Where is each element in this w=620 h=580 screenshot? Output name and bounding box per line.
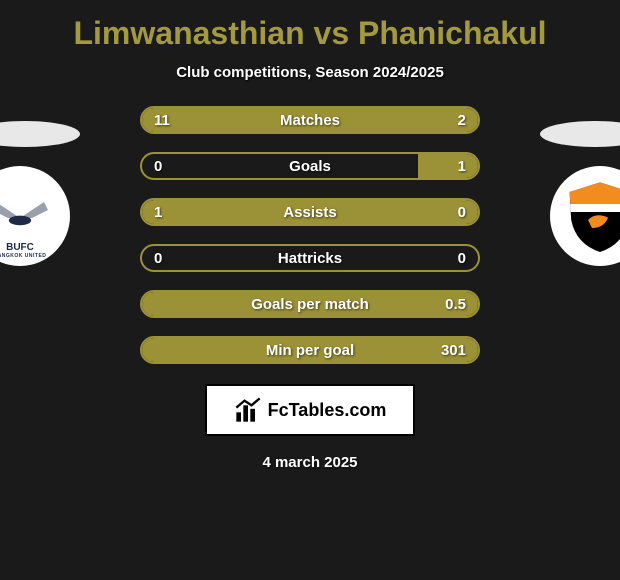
bar-fill-right [426,108,478,132]
stat-right-value: 0 [458,204,466,221]
halo-decoration [540,121,620,147]
stat-bar: 0 Goals 1 [140,152,480,180]
stat-right-value: 0.5 [445,296,466,313]
stat-label: Min per goal [266,342,354,359]
stat-label: Hattricks [278,250,342,267]
right-club-badge [550,166,620,266]
bar-fill-right [418,154,478,178]
stat-right-value: 0 [458,250,466,267]
infographic-container: Limwanasthian vs Phanichakul Club compet… [0,0,620,481]
stat-bar: Min per goal 301 [140,336,480,364]
stat-bar: 0 Hattricks 0 [140,244,480,272]
site-logo: FcTables.com [205,384,415,436]
stat-left-value: 1 [154,204,162,221]
badge-subtext: BANGKOK UNITED [0,253,46,259]
stat-right-value: 2 [458,112,466,129]
shield-icon [560,176,620,256]
halo-decoration [0,121,80,147]
stat-label: Goals per match [251,296,369,313]
badge-text: BUFC [6,242,34,253]
left-club-badge: BUFC BANGKOK UNITED [0,166,70,266]
stat-left-value: 0 [154,250,162,267]
site-name: FcTables.com [268,400,387,421]
date-label: 4 march 2025 [262,454,357,471]
stat-bar: 1 Assists 0 [140,198,480,226]
stat-label: Assists [283,204,336,221]
stat-label: Matches [280,112,340,129]
chart-icon [234,396,262,424]
main-area: BUFC BANGKOK UNITED 11Matches20Goals11As… [0,106,620,364]
stat-left-value: 11 [154,112,170,129]
stat-bar: 11 Matches 2 [140,106,480,134]
stat-label: Goals [289,158,331,175]
page-title: Limwanasthian vs Phanichakul [73,15,546,52]
page-subtitle: Club competitions, Season 2024/2025 [176,64,444,81]
stat-right-value: 1 [458,158,466,175]
stat-right-value: 301 [441,342,466,359]
stat-bar: Goals per match 0.5 [140,290,480,318]
stats-bars: 11Matches20Goals11Assists00Hattricks0Goa… [140,106,480,364]
stat-left-value: 0 [154,158,162,175]
